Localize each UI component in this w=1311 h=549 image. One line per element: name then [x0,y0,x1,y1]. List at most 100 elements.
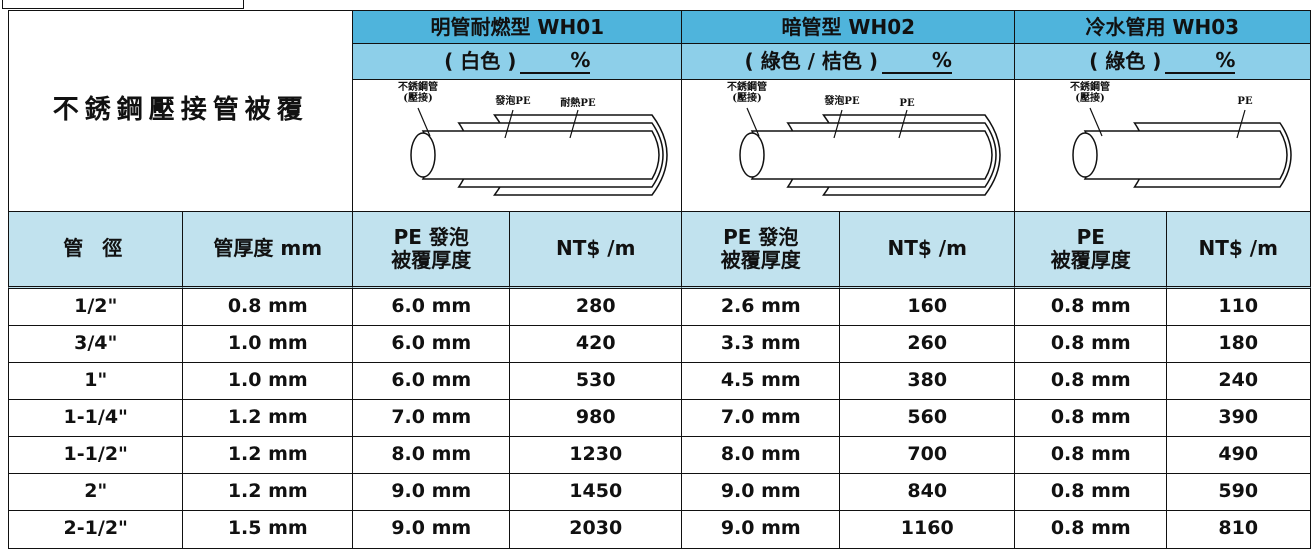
label-arrow [1236,109,1246,139]
pipe-end [739,132,765,178]
table-cell: 1.0 mm [182,325,354,364]
pipe-layer [421,130,660,180]
table-cell: 1" [8,362,184,401]
pipe-diagram [410,107,668,196]
table-cell: 1.2 mm [182,399,354,438]
label-arrow [1089,107,1103,137]
table-cell: 3/4" [8,325,184,364]
table-cell: 420 [509,325,683,364]
table-cell: 110 [1166,288,1311,327]
color-label: ( 白色 ) [444,49,517,74]
column-header: 管 徑 [8,211,184,290]
table-cell: 1450 [509,473,683,512]
table-cell: 2" [8,473,184,512]
column-header: PE 被覆厚度 [1014,211,1168,290]
diagram-cell: 不銹鋼管 (壓接) PE [1014,79,1311,213]
column-header: PE 發泡 被覆厚度 [681,211,841,290]
table-cell: 0.8 mm [1014,399,1168,438]
label-arrow [833,109,843,139]
table-cell: 1.5 mm [182,510,354,549]
table-cell: 160 [839,288,1016,327]
table-cell: 4.5 mm [681,362,841,401]
diagram-label: 發泡PE [824,96,860,107]
table-cell: 7.0 mm [352,399,511,438]
table-cell: 1-1/2" [8,436,184,475]
table-cell: 6.0 mm [352,362,511,401]
table-cell: 0.8 mm [1014,510,1168,549]
table-cell: 590 [1166,473,1311,512]
column-header: PE 發泡 被覆厚度 [352,211,511,290]
diagram-label: PE [899,98,915,109]
table-cell: 7.0 mm [681,399,841,438]
table-cell: 380 [839,362,1016,401]
label-arrow [746,107,760,137]
table-cell: 6.0 mm [352,325,511,364]
diagram-cell: 不銹鋼管 (壓接) 發泡PE PE [681,79,1016,213]
column-header: 管厚度 mm [182,211,354,290]
table-cell: 2-1/2" [8,510,184,549]
table-cell: 9.0 mm [681,510,841,549]
section-title: 不銹鋼壓接管被覆 [8,10,354,213]
table-cell: 240 [1166,362,1311,401]
product-color: ( 綠色 )% [1014,43,1311,81]
table-cell: 260 [839,325,1016,364]
table-cell: 3.3 mm [681,325,841,364]
label-arrow [504,109,514,139]
table-cell: 280 [509,288,683,327]
pipe-end [1072,132,1098,178]
percent-blank: % [881,49,952,75]
pipe-diagram [1072,107,1292,188]
table-cell: 1-1/4" [8,399,184,438]
table-cell: 980 [509,399,683,438]
table-cell: 9.0 mm [352,510,511,549]
table-cell: 0.8 mm [1014,325,1168,364]
table-cell: 490 [1166,436,1311,475]
percent-blank: % [520,49,591,75]
column-header: NT$ /m [839,211,1016,290]
table-cell: 9.0 mm [352,473,511,512]
diagram-label: PE [1237,96,1253,107]
diagram-label: 不銹鋼管 (壓接) [398,82,438,104]
table-cell: 1230 [509,436,683,475]
table-cell: 0.8 mm [1014,473,1168,512]
product-name: 冷水管用 WH03 [1014,10,1311,45]
table-cell: 2030 [509,510,683,549]
diagram-label: 耐熱PE [560,98,596,109]
label-arrow [569,109,579,139]
table-cell: 8.0 mm [681,436,841,475]
table-cell: 2.6 mm [681,288,841,327]
product-name: 暗管型 WH02 [681,10,1016,45]
table-cell: 1160 [839,510,1016,549]
product-color: ( 綠色 / 桔色 )% [681,43,1016,81]
diagram-label: 不銹鋼管 (壓接) [727,82,767,104]
table-cell: 530 [509,362,683,401]
percent-blank: % [1165,49,1236,75]
pipe-diagram [739,107,1001,196]
table-cell: 1.0 mm [182,362,354,401]
pipe-end [410,132,436,178]
pipe-layer [750,130,993,180]
diagram-cell: 不銹鋼管 (壓接) 發泡PE 耐熱PE [352,79,683,213]
product-color: ( 白色 )% [352,43,683,81]
column-header: NT$ /m [509,211,683,290]
table-cell: 560 [839,399,1016,438]
table-cell: 9.0 mm [681,473,841,512]
table-cell: 0.8 mm [1014,362,1168,401]
color-label: ( 綠色 / 桔色 ) [744,49,878,74]
table-cell: 1/2" [8,288,184,327]
table-cell: 8.0 mm [352,436,511,475]
table-cell: 180 [1166,325,1311,364]
table-cell: 0.8 mm [182,288,354,327]
diagram-label: 不銹鋼管 (壓接) [1070,82,1110,104]
column-header: NT$ /m [1166,211,1311,290]
table-cell: 700 [839,436,1016,475]
table-cell: 0.8 mm [1014,288,1168,327]
table-cell: 810 [1166,510,1311,549]
table-cell: 390 [1166,399,1311,438]
product-name: 明管耐燃型 WH01 [352,10,683,45]
pipe-layer [1083,130,1288,180]
table-cell: 1.2 mm [182,436,354,475]
top-tab [2,0,244,9]
table-cell: 1.2 mm [182,473,354,512]
